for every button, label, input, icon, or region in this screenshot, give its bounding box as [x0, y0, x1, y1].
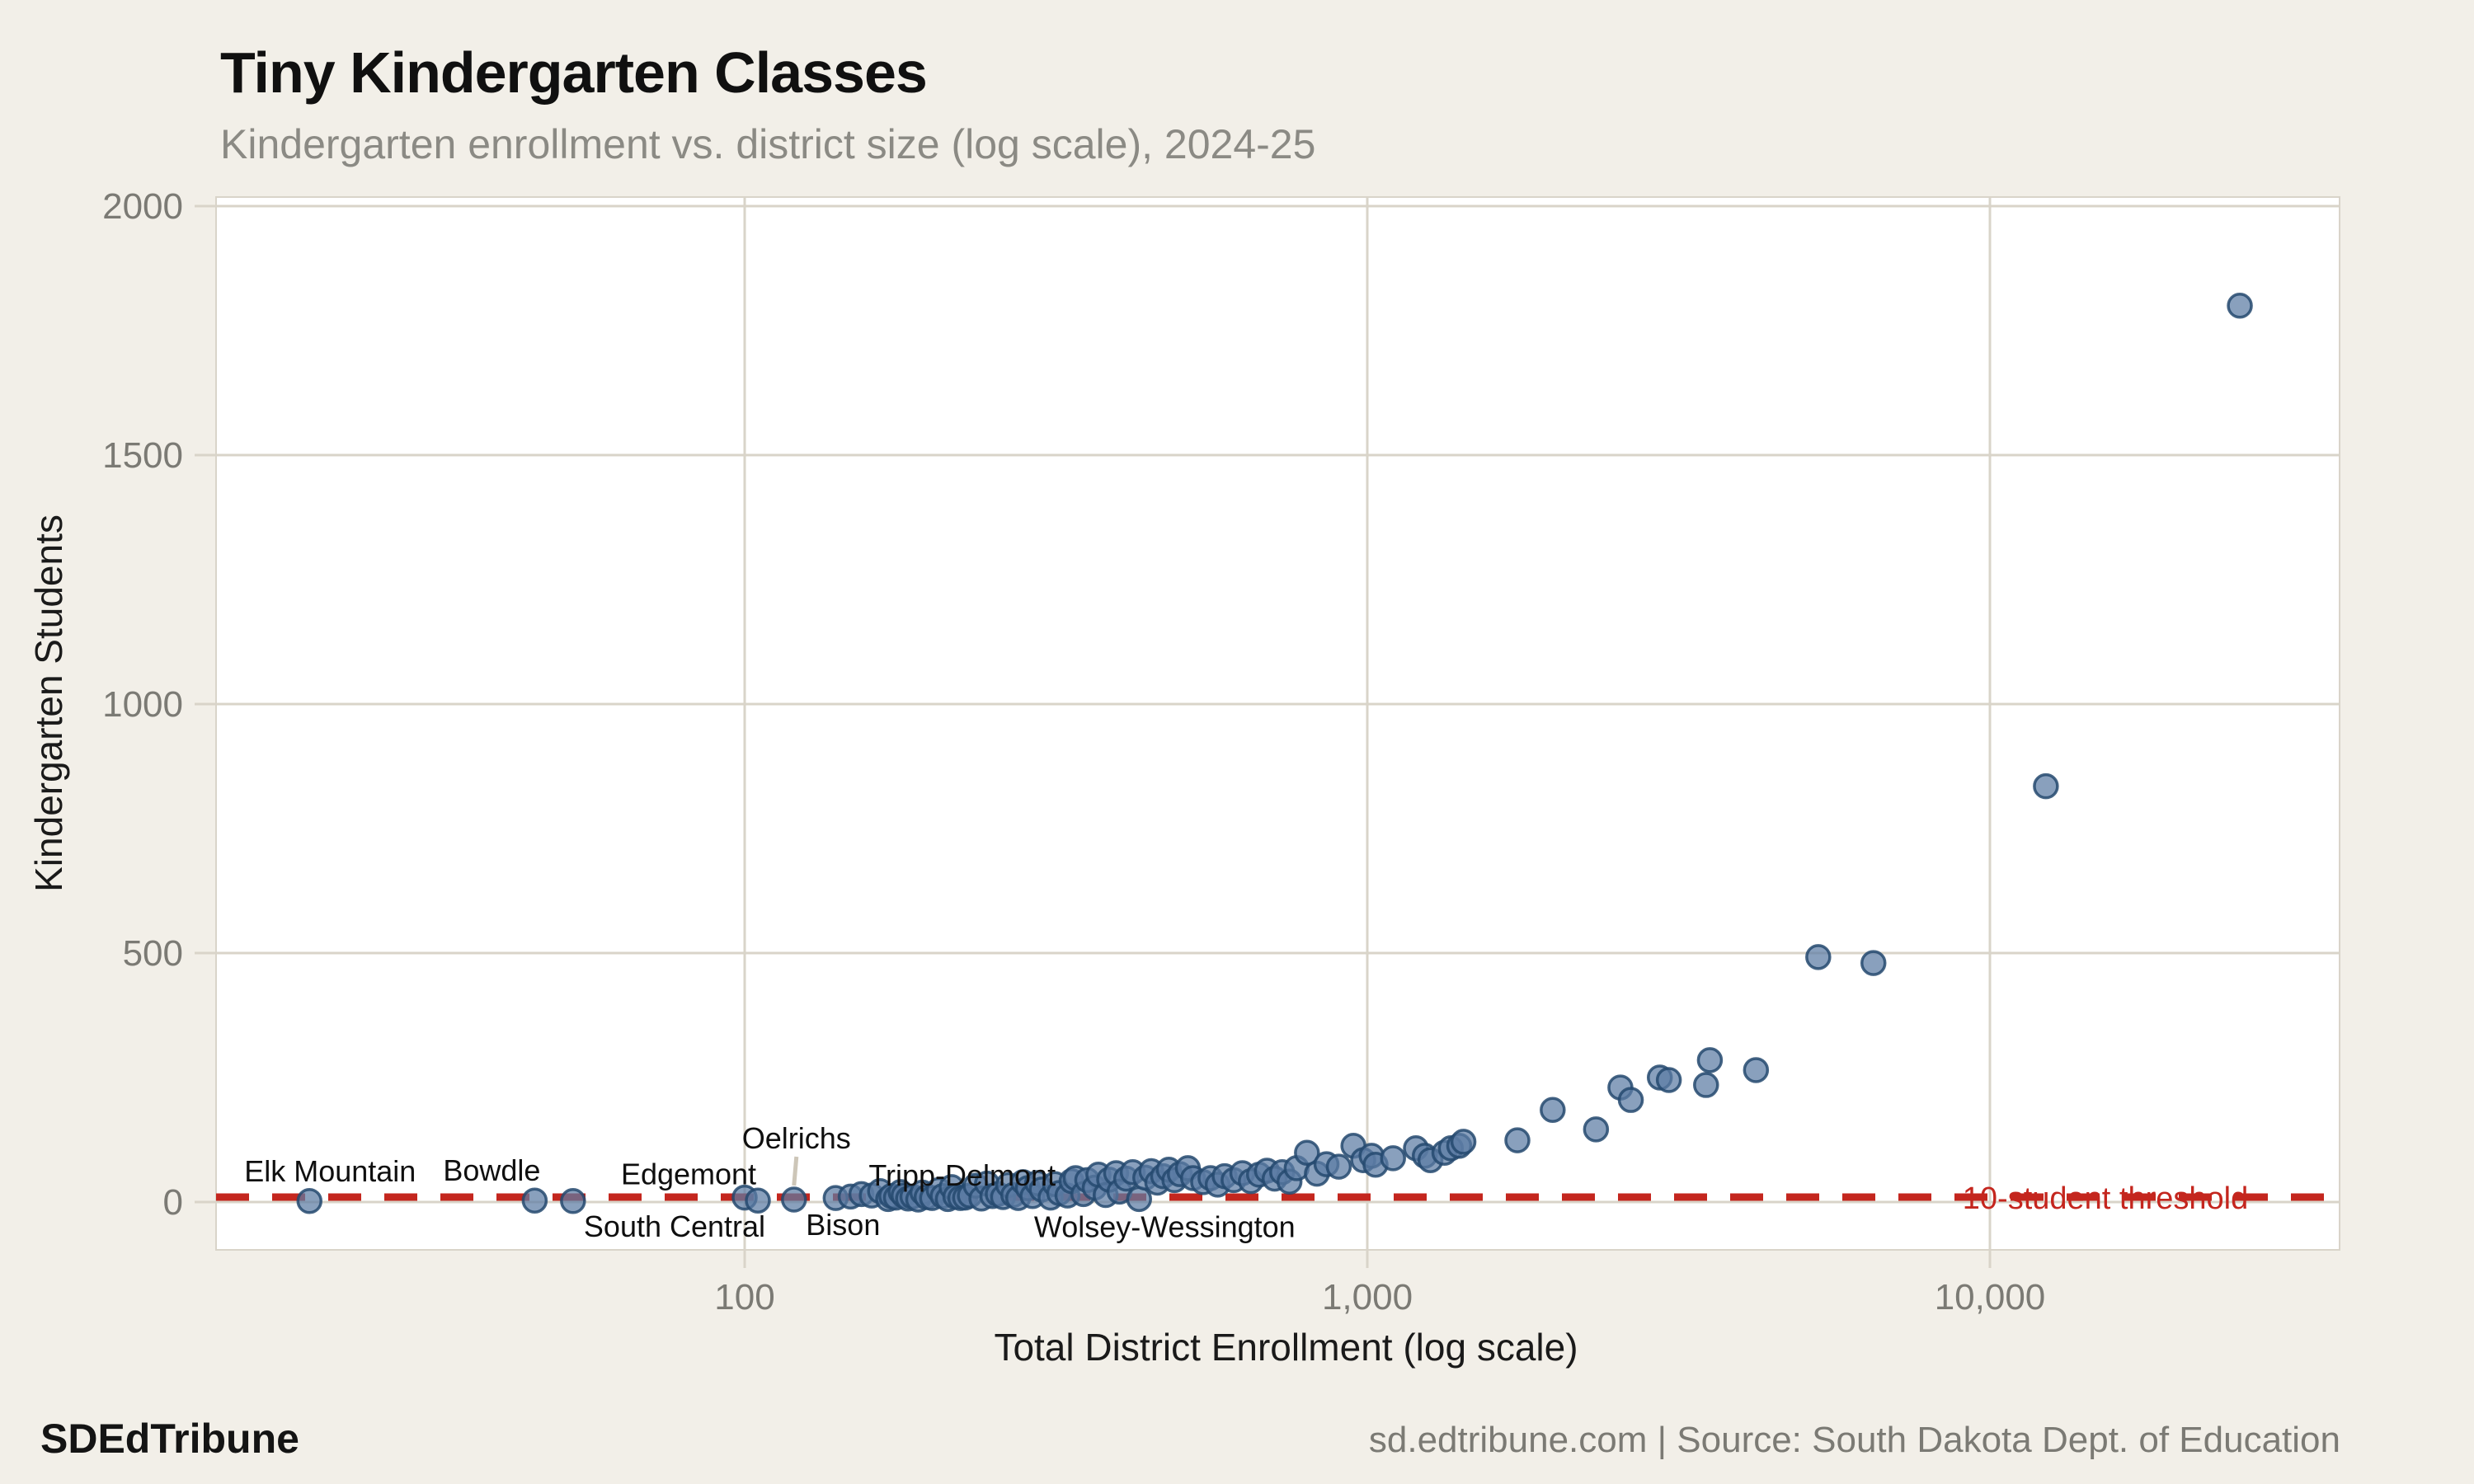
plot-panel	[215, 196, 2340, 1251]
data-point	[1540, 1097, 1566, 1124]
tick-label-y-500: 500	[123, 933, 183, 974]
data-point	[1325, 1153, 1352, 1180]
tick-label-y-2000: 2000	[102, 186, 183, 227]
data-point	[1743, 1057, 1770, 1083]
annotation-bowdle: Bowdle	[443, 1153, 540, 1187]
data-point	[1380, 1145, 1407, 1172]
annotation-oelrichs: Oelrichs	[742, 1121, 851, 1155]
threshold-label: 10-student threshold	[1963, 1181, 2248, 1216]
data-point	[1860, 950, 1887, 976]
tick-label-x-100: 100	[714, 1277, 774, 1317]
annotation-elk-mountain: Elk Mountain	[244, 1154, 416, 1188]
y-axis-title: Kindergarten Students	[27, 514, 70, 892]
tick-label-x-10000: 10,000	[1935, 1277, 2046, 1317]
tick-label-y-1000: 1000	[102, 684, 183, 725]
annotation-bison: Bison	[806, 1208, 880, 1242]
data-point	[521, 1187, 548, 1214]
tick-label-y-1500: 1500	[102, 435, 183, 476]
annotation-tripp-delmont: Tripp-Delmont	[868, 1158, 1056, 1192]
chart-title: Tiny Kindergarten Classes	[220, 40, 928, 105]
annotation-edgemont: Edgemont	[621, 1158, 756, 1191]
data-point	[1504, 1127, 1531, 1153]
data-point	[1450, 1129, 1477, 1155]
data-point	[1583, 1116, 1610, 1143]
data-point	[1805, 944, 1832, 970]
annotation-leader-line	[792, 1156, 799, 1186]
data-point	[2033, 773, 2059, 800]
data-point	[1617, 1087, 1644, 1113]
data-point	[1696, 1047, 1724, 1073]
data-point	[1693, 1072, 1719, 1098]
tick-label-y-0: 0	[163, 1182, 183, 1223]
data-point	[296, 1188, 323, 1214]
source-credit: sd.edtribune.com | Source: South Dakota …	[1368, 1420, 2340, 1460]
data-point	[781, 1186, 807, 1213]
publisher-brand: SDEdTribune	[40, 1416, 299, 1462]
x-axis-title: Total District Enrollment (log scale)	[994, 1326, 1578, 1369]
chart-subtitle: Kindergarten enrollment vs. district siz…	[220, 121, 1316, 167]
annotation-south-central: South Central	[584, 1209, 765, 1243]
annotation-wolsey-wessington: Wolsey-Wessington	[1034, 1209, 1296, 1243]
data-point	[745, 1187, 771, 1214]
tick-label-x-1000: 1,000	[1322, 1277, 1413, 1317]
data-point	[2227, 293, 2253, 319]
data-point	[1294, 1139, 1320, 1166]
data-point	[1126, 1186, 1153, 1213]
data-point	[560, 1188, 586, 1214]
data-point	[1655, 1067, 1682, 1093]
